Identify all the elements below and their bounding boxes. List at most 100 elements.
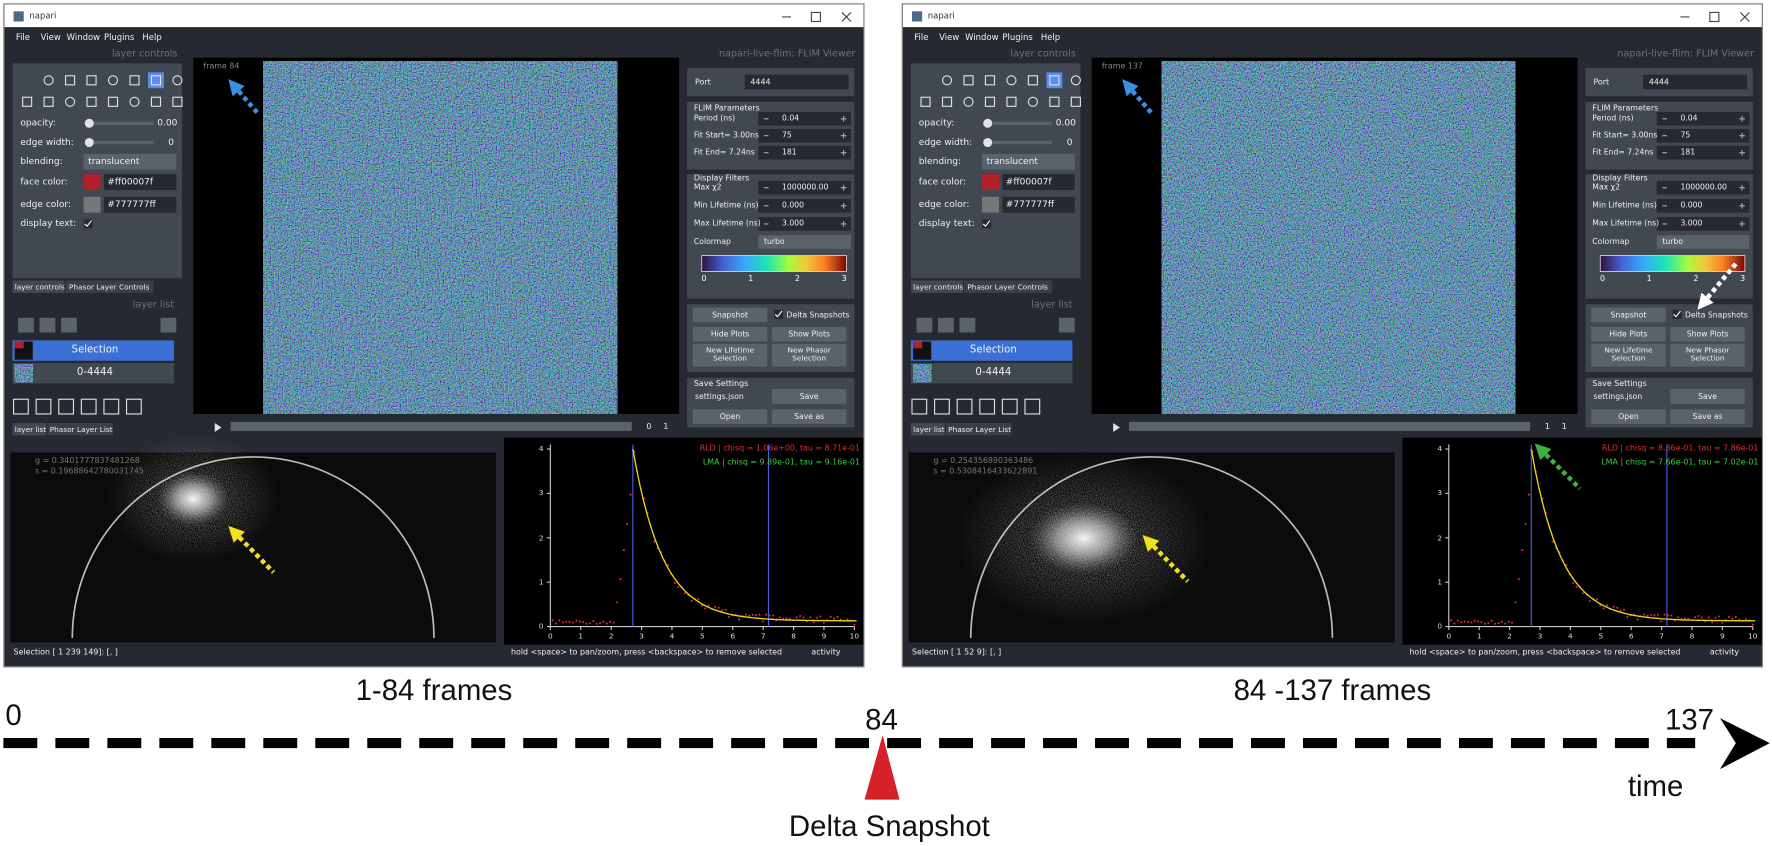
button-label[interactable]: Snapshot [712, 310, 749, 320]
tool-button[interactable] [43, 96, 54, 107]
button[interactable] [1591, 307, 1666, 323]
button-label[interactable]: Show Plots [788, 329, 830, 339]
tool-button[interactable] [86, 75, 97, 86]
button[interactable] [1670, 389, 1745, 404]
layer-tool-button[interactable] [18, 317, 34, 333]
tab-label[interactable]: layer list [913, 424, 945, 434]
tab-label[interactable]: layer controls [14, 281, 65, 291]
button[interactable] [692, 307, 768, 323]
colormap-dropdown[interactable] [758, 235, 851, 249]
spin-buttons[interactable] [763, 221, 847, 227]
button[interactable] [1591, 343, 1666, 367]
tool-button[interactable] [150, 96, 162, 107]
tool-button[interactable] [984, 96, 996, 107]
button-label[interactable]: Show Plots [1686, 329, 1729, 339]
frame-slider[interactable] [1128, 421, 1531, 431]
button-label[interactable]: Hide Plots [1609, 329, 1648, 339]
menu-item[interactable]: Help [142, 31, 162, 43]
checkbox-label[interactable]: Delta Snapshots [1684, 310, 1748, 320]
tool-button[interactable] [1006, 75, 1017, 86]
layer-tool-button[interactable] [61, 317, 77, 333]
frame-slider[interactable] [230, 421, 632, 431]
delete-layer-button[interactable] [1058, 317, 1075, 333]
slider-handle[interactable] [983, 118, 993, 128]
spin-buttons[interactable] [763, 132, 847, 139]
menu-item[interactable]: Window [965, 31, 999, 43]
viewer-button[interactable] [911, 398, 928, 415]
menu-item[interactable]: File [914, 31, 929, 43]
button[interactable] [692, 409, 768, 425]
layer-tool-button[interactable] [39, 317, 56, 333]
button-label[interactable]: Save as [794, 411, 825, 421]
spin-buttons[interactable] [1662, 115, 1745, 122]
menu-item[interactable]: Plugins [103, 31, 135, 43]
spin-buttons[interactable] [1662, 149, 1745, 156]
checkbox-label[interactable]: Delta Snapshots [786, 310, 850, 320]
layer-row[interactable] [12, 363, 175, 384]
button-label[interactable]: Hide Plots [710, 329, 750, 339]
tab-label[interactable]: Phasor Layer List [948, 424, 1012, 434]
layer-tool-button[interactable] [937, 317, 954, 333]
layer-name[interactable]: 0-4444 [975, 367, 1012, 379]
tool-button[interactable] [172, 75, 183, 86]
close-button[interactable] [841, 12, 852, 22]
button[interactable] [1670, 326, 1745, 342]
tool-button[interactable] [86, 96, 97, 107]
tool-button[interactable] [1070, 75, 1081, 86]
tool-button[interactable] [107, 96, 119, 107]
layer-name[interactable]: Selection [71, 344, 119, 356]
button[interactable] [1670, 343, 1745, 367]
button-label[interactable]: Open [719, 411, 741, 421]
tool-button[interactable] [64, 75, 76, 86]
viewer-button[interactable] [979, 398, 996, 415]
button-label[interactable]: Open [1618, 411, 1639, 421]
tool-button[interactable] [107, 75, 119, 86]
tool-button[interactable] [1027, 96, 1038, 107]
tool-button[interactable] [1049, 75, 1060, 86]
menu-item[interactable]: File [15, 31, 31, 43]
tool-button[interactable] [1070, 96, 1081, 107]
play-button[interactable] [1113, 422, 1120, 433]
spin-buttons[interactable] [763, 149, 847, 156]
spin-buttons[interactable] [1662, 184, 1745, 191]
viewer-button[interactable] [1024, 398, 1041, 415]
layer-tool-button[interactable] [916, 317, 933, 333]
viewer-button[interactable] [80, 398, 97, 415]
layer-tool-button[interactable] [959, 317, 976, 333]
button[interactable] [692, 326, 768, 342]
button[interactable] [692, 343, 768, 367]
spin-buttons[interactable] [1662, 221, 1745, 227]
tool-button[interactable] [1027, 75, 1038, 86]
viewer-button[interactable] [12, 398, 29, 415]
play-button[interactable] [214, 422, 222, 433]
button-label[interactable]: Save [1698, 391, 1718, 401]
button-label[interactable]: Save [799, 391, 819, 401]
button[interactable] [771, 326, 847, 342]
slider-handle[interactable] [84, 137, 94, 148]
spin-buttons[interactable] [1662, 132, 1745, 139]
tool-button[interactable] [1006, 96, 1017, 107]
layer-row[interactable] [910, 363, 1073, 384]
tool-button[interactable] [43, 75, 54, 86]
layer-name[interactable]: 0-4444 [76, 367, 113, 379]
button[interactable] [771, 409, 847, 425]
button[interactable] [1670, 409, 1745, 425]
tool-button[interactable] [963, 75, 974, 86]
activity-button[interactable]: activity [1709, 647, 1740, 657]
button-label[interactable]: New Phasor Selection [787, 345, 831, 364]
layer-row[interactable] [910, 340, 1073, 361]
button[interactable] [771, 343, 847, 367]
tool-button[interactable] [172, 96, 183, 107]
slider-handle[interactable] [84, 118, 94, 128]
tool-button[interactable] [941, 96, 953, 107]
button-label[interactable]: Save as [1692, 411, 1723, 421]
button-label[interactable]: New Phasor Selection [1685, 345, 1730, 364]
button-label[interactable]: New Lifetime Selection [705, 345, 755, 364]
menu-item[interactable]: Plugins [1002, 31, 1033, 43]
menu-item[interactable]: View [939, 31, 960, 43]
tab-label[interactable]: layer controls [913, 281, 964, 291]
spin-buttons[interactable] [763, 203, 847, 209]
tool-button[interactable] [64, 96, 76, 107]
tool-button[interactable] [150, 75, 162, 86]
close-button[interactable] [1739, 12, 1750, 22]
